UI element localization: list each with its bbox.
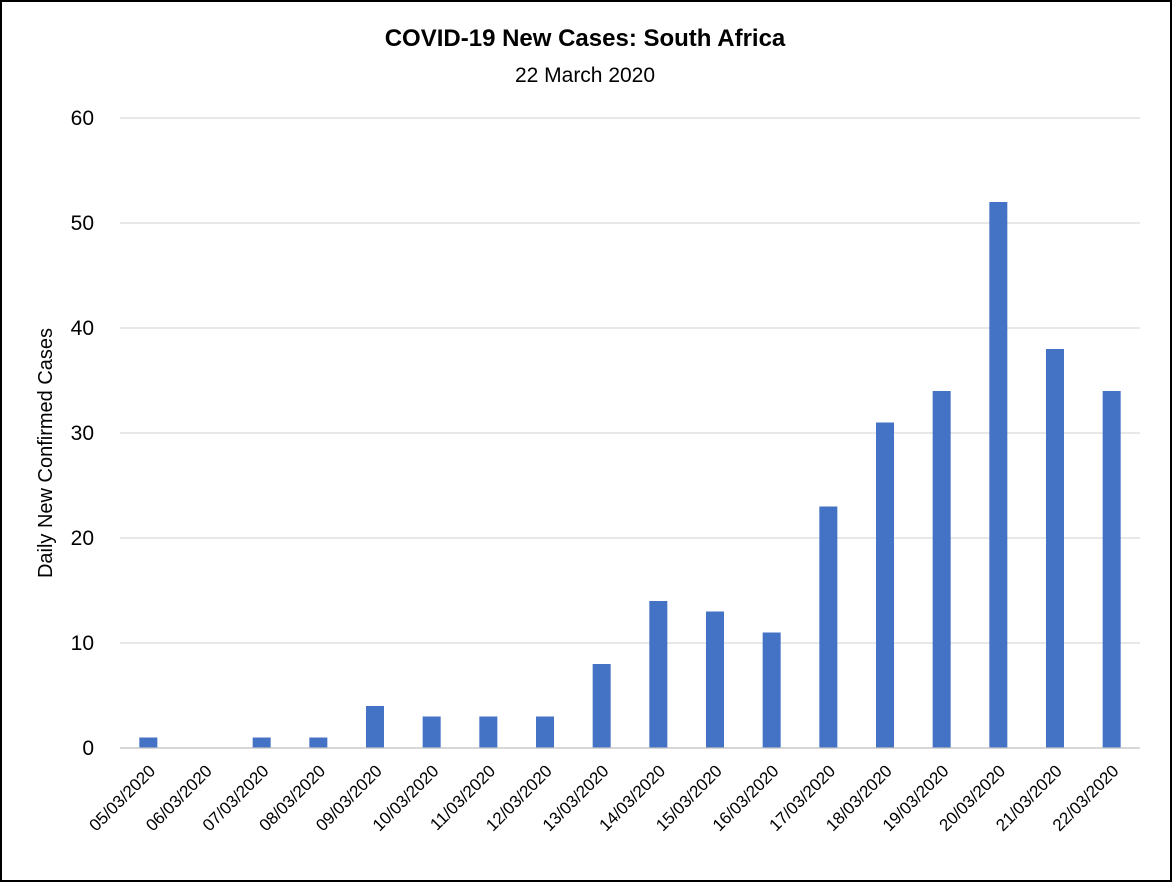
y-axis-label: Daily New Confirmed Cases — [35, 328, 57, 578]
bar — [422, 716, 441, 748]
bar — [1102, 391, 1121, 748]
bar — [366, 706, 384, 748]
bar — [139, 737, 158, 748]
bar — [819, 506, 838, 748]
y-tick-label: 60 — [71, 107, 94, 130]
bar — [989, 202, 1008, 748]
y-tick-label: 50 — [71, 212, 94, 235]
y-tick-labels: 0 10 20 30 40 50 60 — [71, 107, 94, 760]
y-tick-label: 20 — [71, 527, 94, 550]
bar — [932, 391, 951, 748]
bar — [876, 422, 894, 748]
bar — [309, 737, 328, 748]
y-tick-label: 10 — [71, 632, 94, 655]
y-tick-label: 30 — [71, 422, 94, 445]
bar — [1046, 349, 1064, 748]
bar — [252, 737, 271, 748]
chart-title: COVID-19 New Cases: South Africa — [385, 25, 786, 52]
x-tick-labels: 05/03/202006/03/202007/03/202008/03/2020… — [86, 761, 1123, 835]
y-tick-label: 0 — [82, 737, 94, 760]
bar — [536, 716, 554, 748]
gridlines — [120, 117, 1140, 644]
bar — [762, 632, 781, 748]
bar — [479, 716, 498, 748]
bar — [592, 664, 611, 748]
bar — [706, 611, 724, 748]
chart-subtitle: 22 March 2020 — [515, 64, 655, 87]
bars — [139, 202, 1121, 748]
y-tick-label: 40 — [71, 317, 94, 340]
bar — [649, 601, 668, 748]
